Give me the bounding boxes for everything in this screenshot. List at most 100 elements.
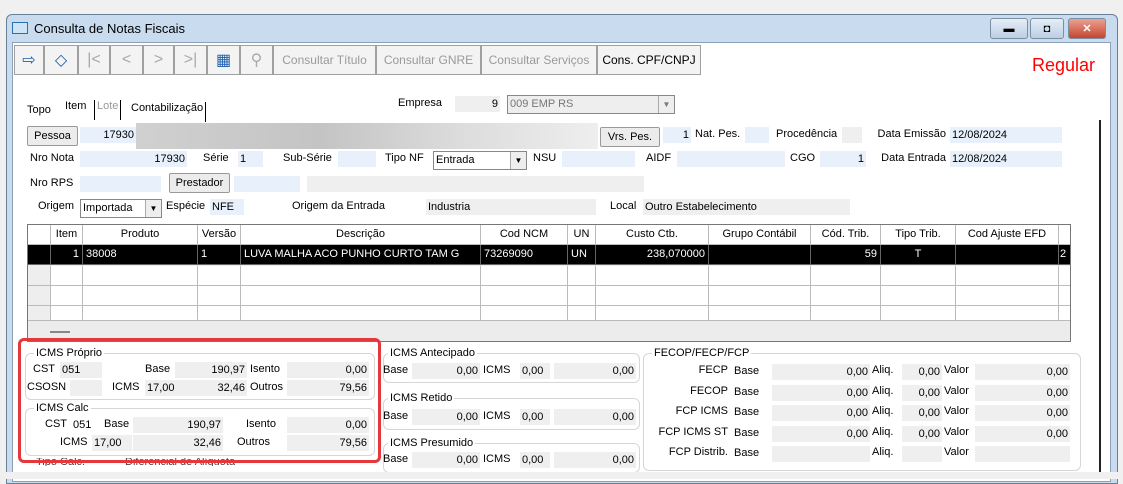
col-descricao[interactable]: Descrição [241,225,481,245]
fecp-valor-field: 0,00 [975,425,1070,442]
calc-icms-field: 32,46 [133,435,223,451]
nat-pes-field [745,127,769,143]
consultar-gnre-button[interactable]: Consultar GNRE [376,45,481,75]
close-button[interactable]: ✕ [1068,18,1106,39]
col-cod-trib[interactable]: Cód. Trib. [811,225,881,245]
fecp-row-label: FCP ICMS [675,405,728,417]
antecipado-base-label: Base [383,364,409,376]
exit-button[interactable]: ⇨ [14,45,44,75]
icms-antecipado-group: ICMS Antecipado [383,346,640,383]
prestador-code [234,176,300,192]
col-produto[interactable]: Produto [83,225,198,245]
table-row[interactable]: 1 38008 1 LUVA MALHA ACO PUNHO CURTO TAM… [28,245,1070,265]
col-versao[interactable]: Versão [198,225,241,245]
highlight-box [18,338,381,463]
presumido-valor: 0,00 [554,452,636,468]
cgo-label: CGO [790,152,816,164]
fecp-aliq-field: 0,00 [902,425,942,442]
first-button[interactable]: |< [78,45,110,75]
fecp-valor-label: Valor [944,425,969,438]
col-grupo-contabil[interactable]: Grupo Contábil [709,225,811,245]
tab-item[interactable]: Item [65,100,87,112]
empresa-select[interactable]: 009 EMP RS ▼ [507,95,675,114]
table-row-empty[interactable] [28,266,1070,286]
search-button[interactable]: ⚲ [240,45,273,75]
previous-button[interactable]: < [110,45,143,75]
antecipado-base: 0,00 [412,363,480,379]
fecp-valor-label: Valor [944,364,969,376]
col-un[interactable]: UN [568,225,596,245]
tab-topo[interactable]: Topo [27,104,51,116]
col-tipo-trib[interactable]: Tipo Trib. [881,225,956,245]
clear-button[interactable]: ◇ [44,45,78,75]
vrs-pes-button[interactable]: Vrs. Pes. [600,127,660,147]
fecp-row-label: FCP ICMS ST [658,425,728,438]
sub-serie-field [338,151,376,167]
calc-outros-field: 79,56 [287,435,369,451]
cgo-field: 1 [820,151,866,167]
outros-label: Outros [250,381,284,393]
table-button[interactable]: ▦ [207,45,240,75]
fecp-aliq-label: Aliq. [872,425,894,438]
app-icon [12,22,28,34]
presumido-icms-label: ICMS [483,453,511,465]
consultar-servicos-button[interactable]: Consultar Serviços [481,45,597,75]
col-cod-ncm[interactable]: Cod NCM [481,225,568,245]
origem-label: Origem [38,200,75,212]
minimize-button[interactable]: ▬ [990,18,1028,39]
col-item[interactable]: Item [51,225,83,245]
fecp-title: FECOP/FECP/FCP [652,346,752,360]
nat-pes-label: Nat. Pes. [695,128,741,140]
fecp-group: FECOP/FECP/FCP [643,346,1081,471]
tab-contabilizacao[interactable]: Contabilização [131,102,207,122]
outros-field: 79,56 [287,380,369,396]
tipo-nf-select[interactable]: Entrada ▼ [433,151,527,170]
retido-base-label: Base [383,410,409,422]
col-custo-ctb[interactable]: Custo Ctb. [596,225,709,245]
splitter-handle[interactable] [50,331,70,333]
pessoa-name-redacted [136,123,598,149]
table-row-empty[interactable] [28,306,1070,321]
table-icon: ▦ [215,52,232,69]
prestador-button[interactable]: Prestador [169,173,230,193]
origem-entrada-label: Origem da Entrada [292,200,385,212]
items-grid[interactable]: Item Produto Versão Descrição Cod NCM UN… [27,224,1071,342]
icms-proprio-title: ICMS Próprio [34,346,105,360]
pessoa-button[interactable]: Pessoa [27,126,78,146]
calc-icms-label: ICMS [60,436,88,448]
consultar-titulo-button[interactable]: Consultar Título [273,45,376,75]
last-button[interactable]: >| [174,45,207,75]
table-row-empty[interactable] [28,286,1070,306]
icms-label: ICMS [112,381,140,393]
data-entrada-field: 12/08/2024 [950,151,1062,167]
col-cod-ajuste-efd[interactable]: Cod Ajuste EFD [956,225,1059,245]
sub-serie-label: Sub-Série [283,152,332,164]
maximize-icon: ◘ [1043,22,1051,35]
antecipado-aliq: 0,00 [520,363,550,379]
minimize-icon: ▬ [1003,22,1015,35]
retido-aliq: 0,00 [520,409,550,425]
origem-select[interactable]: Importada ▼ [80,199,162,218]
data-entrada-label: Data Entrada [881,152,946,164]
csosn-label: CSOSN [27,381,67,393]
fecp-aliq-label: Aliq. [872,364,894,376]
next-icon: > [153,51,164,68]
tab-lote[interactable]: Lote [94,100,122,120]
fecp-base-label: Base [734,447,760,459]
fecp-base-label: Base [734,426,760,439]
calc-aliq-field: 17,00 [92,435,132,451]
serie-field: 1 [238,151,263,167]
first-icon: |< [87,51,101,68]
chevron-down-icon: ▼ [658,96,674,113]
vertical-scrollbar[interactable] [1099,120,1101,475]
local-label: Local [610,200,637,212]
nsu-label: NSU [533,152,557,164]
especie-field: NFE [210,199,244,215]
retido-base: 0,00 [412,409,480,425]
maximize-button[interactable]: ◘ [1030,18,1064,39]
csosn-field [70,380,102,396]
retido-valor: 0,00 [554,409,636,425]
next-button[interactable]: > [143,45,174,75]
cons-cpf-cnpj-button[interactable]: Cons. CPF/CNPJ [597,45,701,75]
fecp-base-field: 0,00 [772,425,870,442]
